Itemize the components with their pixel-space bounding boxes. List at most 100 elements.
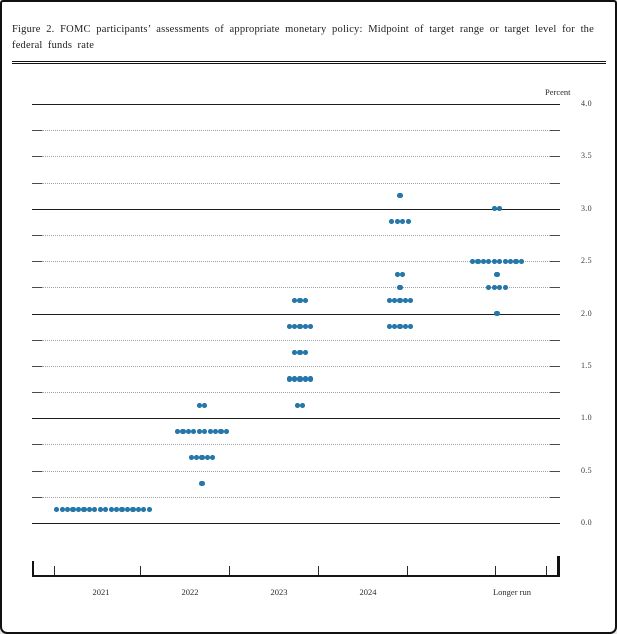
gridline-dotted xyxy=(42,287,550,289)
x-axis-tick xyxy=(495,566,496,575)
gridline-right-cap xyxy=(550,470,560,472)
gridline-left-cap xyxy=(32,234,42,236)
projection-dot xyxy=(286,323,292,330)
projection-dot xyxy=(297,350,303,356)
gridline-right-cap xyxy=(550,496,560,498)
x-axis-tick xyxy=(229,566,230,575)
projection-dot xyxy=(389,219,395,225)
projection-dot xyxy=(291,297,298,303)
projection-dot xyxy=(92,507,98,513)
projection-dot xyxy=(86,507,92,513)
gridline-solid xyxy=(32,208,560,210)
projection-dot xyxy=(486,284,492,290)
y-tick-label: 1.5 xyxy=(581,360,592,370)
projection-dot xyxy=(400,219,406,225)
x-axis-line xyxy=(32,575,560,577)
projection-dot xyxy=(480,258,486,264)
projection-dot xyxy=(180,428,186,434)
gridline-left-cap xyxy=(32,339,42,341)
gridline-dotted xyxy=(42,156,550,158)
gridline-left-cap xyxy=(32,392,42,394)
gridline-left-cap xyxy=(32,287,42,289)
projection-dot xyxy=(391,323,398,330)
projection-dot xyxy=(386,323,392,330)
gridline-solid xyxy=(32,523,560,524)
x-axis-tick xyxy=(54,566,55,575)
projection-dot xyxy=(291,350,298,356)
gridline-left-cap xyxy=(32,156,42,158)
projection-dot xyxy=(302,376,309,382)
projection-dot xyxy=(174,428,181,434)
projection-dot xyxy=(202,428,208,434)
projection-dot xyxy=(114,507,120,513)
projection-dot xyxy=(64,507,71,513)
gridline-dotted xyxy=(42,470,550,472)
x-axis-label: 2022 xyxy=(181,587,199,597)
projection-dot xyxy=(297,297,303,303)
projection-dot xyxy=(308,376,314,382)
gridline-left-cap xyxy=(32,130,42,132)
gridline-right-cap xyxy=(550,444,560,446)
y-tick-label: 3.5 xyxy=(581,151,592,161)
projection-dot xyxy=(494,310,500,317)
projection-dot xyxy=(199,481,205,487)
projection-dot xyxy=(223,428,230,434)
projection-dot xyxy=(291,376,298,382)
projection-dot xyxy=(386,297,392,303)
projection-dot xyxy=(207,428,213,434)
projection-dot xyxy=(494,271,500,277)
projection-dot xyxy=(397,193,403,199)
projection-dot xyxy=(508,258,514,264)
projection-dot xyxy=(191,428,197,434)
projection-dot xyxy=(202,402,208,408)
projection-dot xyxy=(308,323,314,330)
projection-dot xyxy=(103,507,109,513)
projection-dot xyxy=(518,258,525,264)
projection-dot xyxy=(302,323,309,330)
y-tick-label: 4.0 xyxy=(581,99,592,108)
projection-dot xyxy=(75,507,82,513)
projection-dot xyxy=(391,297,398,303)
projection-dot xyxy=(213,428,219,434)
gridline-dotted xyxy=(42,339,550,341)
gridline-solid xyxy=(32,104,560,105)
projection-dot xyxy=(400,271,406,277)
projection-dot xyxy=(141,507,147,513)
projection-dot xyxy=(497,258,503,264)
x-axis-tick xyxy=(318,566,319,575)
x-axis-label: 2023 xyxy=(270,587,288,597)
projection-dot xyxy=(394,219,400,225)
gridline-dotted xyxy=(42,182,550,184)
projection-dot xyxy=(502,258,508,264)
projection-dot xyxy=(297,376,303,382)
projection-dot xyxy=(405,219,411,225)
projection-dot xyxy=(70,507,76,513)
gridline-solid xyxy=(32,418,560,420)
gridline-right-cap xyxy=(550,130,560,132)
projection-dot xyxy=(408,323,414,330)
projection-dot xyxy=(54,507,60,513)
y-tick-label: 0.0 xyxy=(581,518,592,527)
projection-dot xyxy=(199,454,205,461)
gridline-dotted xyxy=(42,365,550,367)
gridline-dotted xyxy=(42,392,550,394)
projection-dot xyxy=(193,454,200,461)
x-axis-label: Longer run xyxy=(492,587,532,597)
projection-dot xyxy=(397,297,403,303)
projection-dot xyxy=(81,507,87,513)
projection-dot xyxy=(204,454,211,461)
projection-dot xyxy=(475,258,481,264)
y-tick-label: 3.0 xyxy=(581,203,592,213)
projection-dot xyxy=(59,507,65,513)
projection-dot xyxy=(146,507,152,513)
projection-dot xyxy=(497,284,503,290)
projection-dot xyxy=(394,271,400,277)
projection-dot xyxy=(486,258,492,264)
gridline-solid xyxy=(32,313,560,315)
x-axis-tick xyxy=(140,566,141,575)
projection-dot xyxy=(302,350,309,356)
x-axis-tick xyxy=(407,566,408,575)
projection-dot xyxy=(291,323,298,330)
